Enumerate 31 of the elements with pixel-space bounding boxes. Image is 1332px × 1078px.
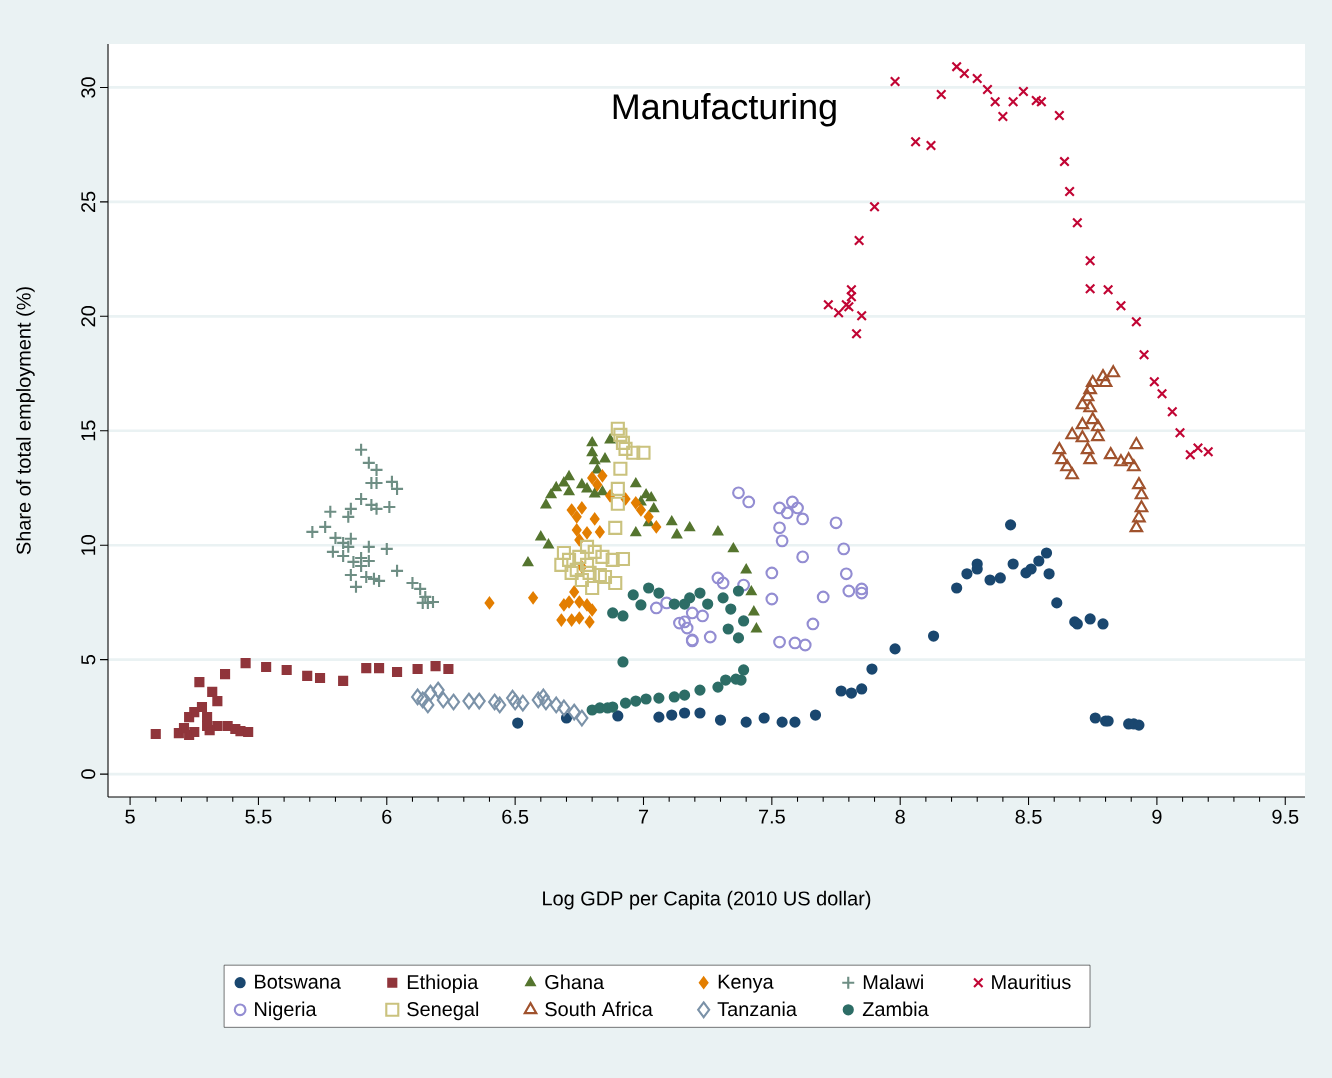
legend-label: South Africa bbox=[545, 1001, 653, 1017]
legend-label: Kenya bbox=[718, 974, 774, 993]
text: Manufacturing bbox=[613, 93, 836, 127]
y-tick-label: 15 bbox=[81, 420, 96, 441]
y-tick-label: 5 bbox=[81, 654, 96, 665]
x-axis-title: Log GDP per Capita (2010 US dollar) bbox=[543, 890, 871, 910]
x-tick-label: 8.5 bbox=[1015, 809, 1042, 824]
legend-label: Senegal bbox=[407, 1001, 479, 1021]
y-tick-label: 25 bbox=[81, 191, 96, 212]
y-tick-label: 10 bbox=[81, 534, 96, 555]
legend-label: Nigeria bbox=[255, 1001, 317, 1021]
y-tick-label: 20 bbox=[81, 306, 96, 327]
x-tick-label: 9 bbox=[1152, 809, 1162, 824]
x-tick-label: 8 bbox=[895, 809, 905, 824]
y-axis-title: Share of total employment (%) bbox=[16, 287, 35, 555]
legend-label: Botswana bbox=[255, 974, 341, 989]
x-tick-label: 5.5 bbox=[245, 809, 272, 824]
x-tick-label: 6 bbox=[382, 809, 392, 824]
legend-label: Zambia bbox=[862, 1001, 929, 1017]
x-tick-label: 7 bbox=[638, 809, 649, 824]
legend-label: Ghana bbox=[545, 974, 605, 990]
legend-label: Ethiopia bbox=[407, 974, 479, 994]
y-tick-label: 30 bbox=[81, 77, 96, 98]
x-tick-label: 5 bbox=[125, 809, 135, 824]
x-tick-label: 9.5 bbox=[1272, 809, 1299, 824]
legend-label: Tanzania bbox=[717, 1001, 797, 1017]
legend-label: Malawi bbox=[863, 974, 923, 990]
x-tick-label: 7.5 bbox=[759, 809, 785, 824]
legend-label: Mauritius bbox=[992, 974, 1071, 990]
x-tick-label: 6.5 bbox=[502, 809, 529, 824]
y-tick-label: 0 bbox=[81, 769, 96, 779]
